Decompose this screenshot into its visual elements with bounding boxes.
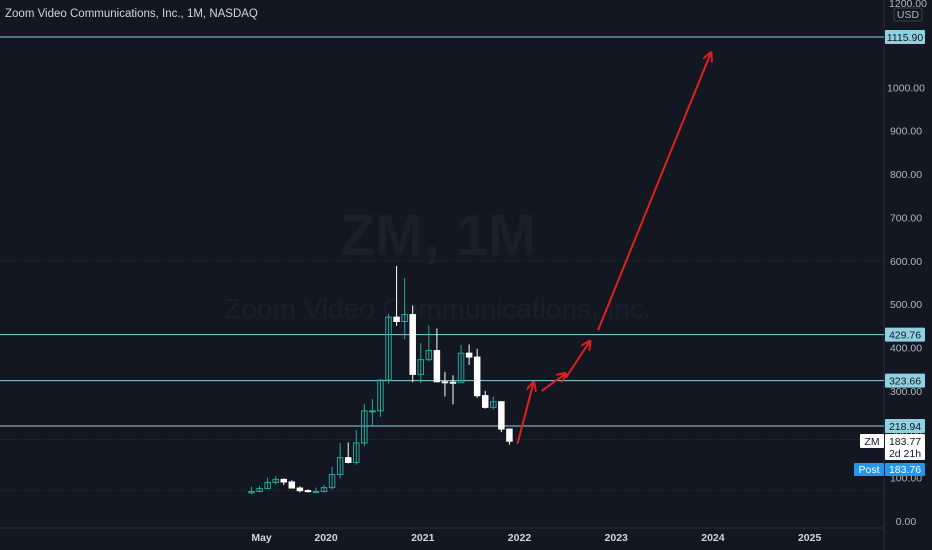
candle-down: [465, 352, 473, 358]
candle-down: [409, 314, 416, 375]
post-market-tag: Post 183.76: [854, 463, 925, 476]
candle-up: [490, 401, 497, 408]
candles: [248, 265, 513, 495]
candle-down: [280, 478, 287, 483]
level-tag-text: 218.94: [889, 421, 921, 433]
candle-up: [417, 359, 425, 375]
time-axis-label: 2020: [314, 532, 338, 544]
watermark-name: Zoom Video Communications, Inc.: [224, 293, 651, 324]
candle-down: [506, 428, 513, 442]
time-axis-label: 2025: [798, 532, 822, 544]
price-tick-label: 500.00: [890, 299, 922, 311]
level-tag-text: 1115.90: [887, 32, 924, 44]
symbol-tag: [860, 434, 884, 448]
level-tag: [885, 419, 925, 434]
projection-arrow: [565, 341, 590, 379]
candle-up: [369, 410, 376, 413]
candle-up: [353, 442, 360, 463]
candle-down: [433, 350, 441, 383]
drawn-arrows: [516, 53, 711, 445]
time-axis-label: 2022: [508, 532, 532, 544]
candle-up: [401, 314, 408, 322]
currency-label: USD: [897, 9, 920, 21]
time-axis-label: 2024: [701, 532, 725, 544]
price-tick-label: 1000.00: [887, 82, 925, 94]
post-price: 183.76: [889, 464, 921, 476]
price-tick-label: 600.00: [890, 256, 922, 268]
candle-up: [264, 481, 271, 489]
candle-up: [256, 487, 263, 493]
candle-down: [344, 457, 352, 463]
currency-badge[interactable]: [893, 7, 923, 22]
countdown-text: 2d 21h: [889, 448, 921, 460]
price-tick-label: 0.00: [896, 516, 917, 528]
last-price-tag: ZM 183.77 2d 21h: [860, 434, 925, 460]
candle-up: [457, 352, 465, 384]
candle-up: [336, 457, 344, 476]
level-tag: [885, 30, 925, 45]
candle-down: [473, 356, 481, 397]
price-axis-top: 1200.00: [889, 0, 927, 10]
candle-down: [481, 395, 489, 408]
price-tick-label: 400.00: [890, 343, 922, 355]
level-tag: [885, 327, 925, 342]
projection-arrow: [516, 382, 533, 445]
candle-down: [449, 381, 457, 384]
time-axis[interactable]: May 2020 2021 2022 2023 2024 2025: [251, 532, 821, 544]
level-tag: [885, 373, 925, 388]
chart-title: Zoom Video Communications, Inc., 1M, NAS…: [5, 8, 258, 20]
time-axis-label: May: [251, 532, 272, 544]
candle-up: [377, 379, 384, 412]
candle-up: [312, 491, 320, 494]
symbol-tag-text: ZM: [864, 436, 879, 448]
price-ticks: 1000.00 900.00 800.00 700.00 600.00 500.00 400…: [887, 82, 925, 528]
price-tick-label: 900.00: [890, 126, 922, 138]
candle-down: [296, 487, 304, 492]
projection-arrow: [541, 374, 566, 392]
time-axis-label: 2023: [605, 532, 629, 544]
level-price-tags: 1115.90 429.76 323.66 218.94: [885, 30, 925, 434]
candle-up: [328, 474, 336, 489]
candle-up: [248, 491, 255, 494]
time-axis-label: 2021: [411, 532, 435, 544]
last-price-text: 183.77: [889, 436, 921, 448]
candle-up: [320, 487, 328, 493]
candle-down: [498, 401, 505, 430]
projection-arrow: [597, 53, 711, 331]
post-price-box: [885, 463, 925, 476]
candle-up: [361, 410, 368, 444]
candle-up: [385, 316, 392, 381]
horizontal-levels: [0, 36, 884, 492]
candle-down: [304, 490, 312, 493]
level-tag-text: 429.76: [889, 330, 921, 342]
candle-down: [441, 381, 449, 384]
price-tick-label: 300.00: [890, 386, 922, 398]
candle-up: [425, 350, 433, 361]
candle-down: [393, 316, 400, 322]
price-tick-label: 800.00: [890, 169, 922, 181]
candle-up: [272, 478, 279, 483]
watermark-symbol: ZM, 1M: [340, 203, 537, 268]
price-tick-label: 700.00: [890, 212, 922, 224]
candle-down: [288, 481, 296, 489]
post-label-box: [854, 463, 884, 476]
last-price-box: [885, 434, 925, 460]
level-tag-text: 323.66: [889, 376, 921, 388]
post-label: Post: [858, 464, 879, 476]
